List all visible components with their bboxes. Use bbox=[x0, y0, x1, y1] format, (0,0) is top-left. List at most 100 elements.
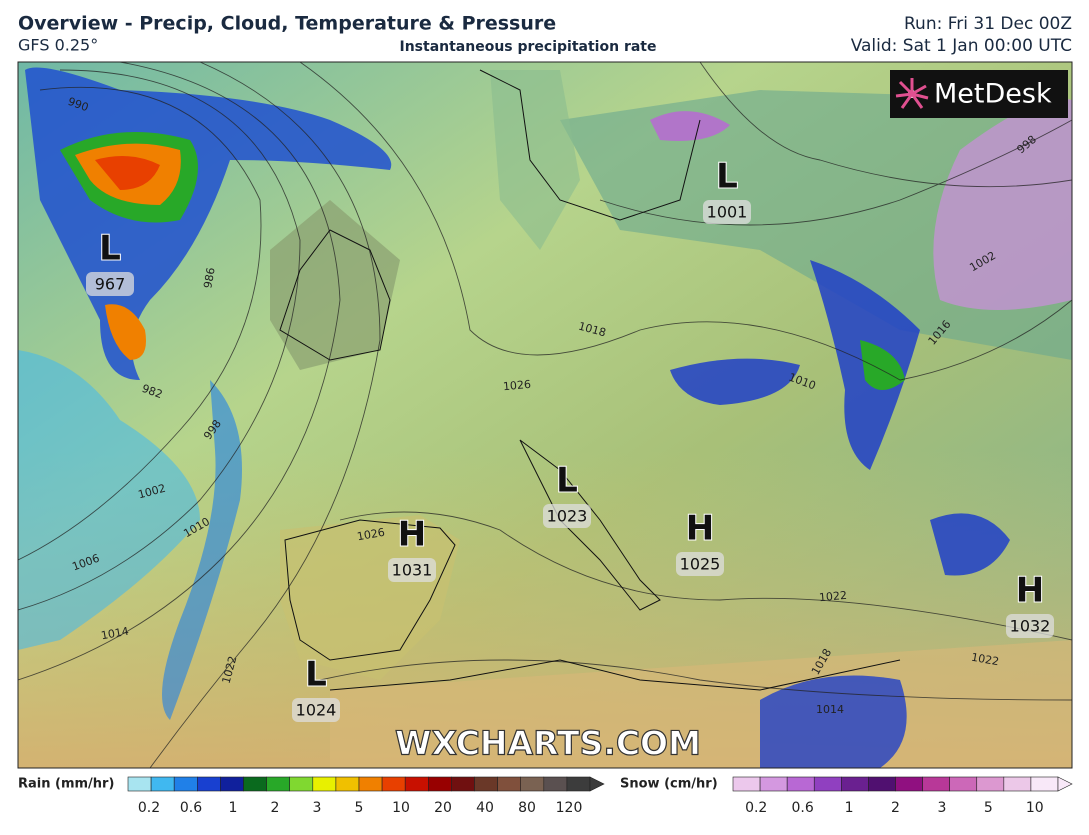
center-label-bg bbox=[676, 552, 724, 576]
isobar bbox=[599, 119, 1072, 226]
snow-tick-label: 5 bbox=[984, 800, 993, 816]
rain-area bbox=[670, 358, 800, 405]
center-type: L bbox=[99, 229, 121, 269]
rain-area bbox=[760, 675, 907, 768]
center-pressure: 1023 bbox=[547, 507, 588, 526]
rain-swatch bbox=[127, 776, 152, 792]
rain-swatch bbox=[335, 776, 360, 792]
rain-swatch bbox=[197, 776, 221, 792]
snow-swatch bbox=[868, 776, 896, 792]
rain-swatch bbox=[474, 776, 498, 792]
snow-swatch bbox=[976, 776, 1005, 792]
logo-rays bbox=[895, 78, 929, 109]
rain-swatch bbox=[358, 776, 383, 792]
snow-area bbox=[650, 111, 730, 141]
isobars bbox=[18, 62, 1072, 768]
center-type: H bbox=[1016, 571, 1044, 611]
rain-tick-label: 80 bbox=[518, 800, 536, 816]
logo-icon bbox=[895, 78, 929, 109]
title: Overview - Precip, Cloud, Temperature & … bbox=[18, 13, 556, 35]
logo-box bbox=[890, 70, 1068, 118]
snow-swatch bbox=[759, 776, 788, 792]
center-pressure: 1024 bbox=[296, 701, 337, 720]
rain-area bbox=[95, 156, 160, 190]
subtitle: Instantaneous precipitation rate bbox=[400, 39, 657, 55]
rain-area bbox=[930, 513, 1010, 576]
isobar bbox=[319, 659, 1072, 701]
center-label-bg bbox=[388, 558, 436, 582]
center-label-bg bbox=[86, 272, 134, 296]
rain-area bbox=[105, 304, 146, 360]
snow-tick-label: 1 bbox=[845, 800, 854, 816]
coastline bbox=[279, 229, 391, 361]
snow-swatch bbox=[895, 776, 923, 792]
center-type: L bbox=[556, 461, 578, 501]
snow-swatch bbox=[813, 776, 842, 792]
snow-area bbox=[933, 98, 1072, 310]
isobar bbox=[18, 86, 262, 561]
legend: Rain (mm/hr) Snow (cm/hr) 0.2 0.6 1 2 3 5 10 20… bbox=[18, 776, 1073, 816]
center-type: H bbox=[398, 515, 426, 555]
coastlines bbox=[279, 69, 901, 691]
isobar-label: 1022 bbox=[970, 651, 1000, 669]
isobar-label: 1026 bbox=[502, 378, 531, 393]
rain-swatch bbox=[427, 776, 452, 792]
isobar bbox=[18, 69, 301, 611]
rain-swatch bbox=[543, 776, 568, 792]
rain-tick-label: 10 bbox=[392, 800, 410, 816]
center-pressure: 1032 bbox=[1010, 617, 1051, 636]
rain-tick-label: 20 bbox=[434, 800, 452, 816]
rain-swatch bbox=[173, 776, 198, 792]
snow-tick-label: 3 bbox=[937, 800, 946, 816]
rain-swatch bbox=[566, 776, 591, 792]
rain-tick-label: 2 bbox=[271, 800, 280, 816]
rain-swatch bbox=[150, 776, 175, 792]
scandinavia bbox=[490, 70, 580, 250]
snow-swatch bbox=[1030, 776, 1059, 792]
rain-swatch bbox=[381, 776, 406, 792]
center-type: L bbox=[716, 157, 738, 197]
center-label-bg bbox=[543, 504, 591, 528]
isobar-label: 986 bbox=[201, 266, 217, 289]
isobar bbox=[339, 511, 1072, 641]
snow-swatch bbox=[732, 776, 761, 792]
logo: MetDesk bbox=[890, 70, 1068, 118]
snow-tick-label: 10 bbox=[1026, 800, 1044, 816]
rain-tick-label: 1 bbox=[229, 800, 238, 816]
isobar-label: 1014 bbox=[816, 703, 844, 716]
isobar bbox=[149, 62, 381, 768]
isobar bbox=[299, 62, 1072, 381]
center-label-bg bbox=[703, 200, 751, 224]
pressure-centers: L 967 L 1001 L 1023 H 1031 H 1025 H 1032 L 1024 bbox=[86, 156, 1054, 722]
coastline bbox=[479, 69, 701, 221]
snow-swatch bbox=[786, 776, 815, 792]
watermark: WXCHARTS.COM bbox=[395, 724, 701, 763]
coastline bbox=[519, 439, 661, 611]
rain-tick-label: 120 bbox=[556, 800, 583, 816]
snow-swatch bbox=[841, 776, 869, 792]
rain-swatch bbox=[312, 776, 337, 792]
snow-swatch bbox=[922, 776, 950, 792]
isobar-label: 1026 bbox=[356, 526, 386, 544]
rain-swatch bbox=[220, 776, 244, 792]
center-type: L bbox=[305, 655, 327, 695]
rain-swatch bbox=[243, 776, 267, 792]
rain-area bbox=[162, 380, 242, 720]
center-pressure: 967 bbox=[95, 275, 126, 294]
logo-text: MetDesk bbox=[934, 79, 1052, 110]
rain-swatch bbox=[451, 776, 475, 792]
isobar bbox=[18, 62, 341, 681]
rain-swatch bbox=[289, 776, 314, 792]
valid-time: Valid: Sat 1 Jan 00:00 UTC bbox=[851, 36, 1072, 56]
rain-tick-label: 0.6 bbox=[180, 800, 202, 816]
snow-swatch bbox=[949, 776, 978, 792]
rain-arrow bbox=[589, 776, 605, 792]
coastline bbox=[329, 659, 901, 691]
rain-legend-label: Rain (mm/hr) bbox=[18, 777, 114, 792]
center-pressure: 1031 bbox=[392, 561, 433, 580]
iberia bbox=[280, 515, 460, 680]
isobar-label: 1022 bbox=[818, 589, 847, 604]
snow-arrow bbox=[1057, 776, 1073, 792]
rain-tick-label: 40 bbox=[476, 800, 494, 816]
